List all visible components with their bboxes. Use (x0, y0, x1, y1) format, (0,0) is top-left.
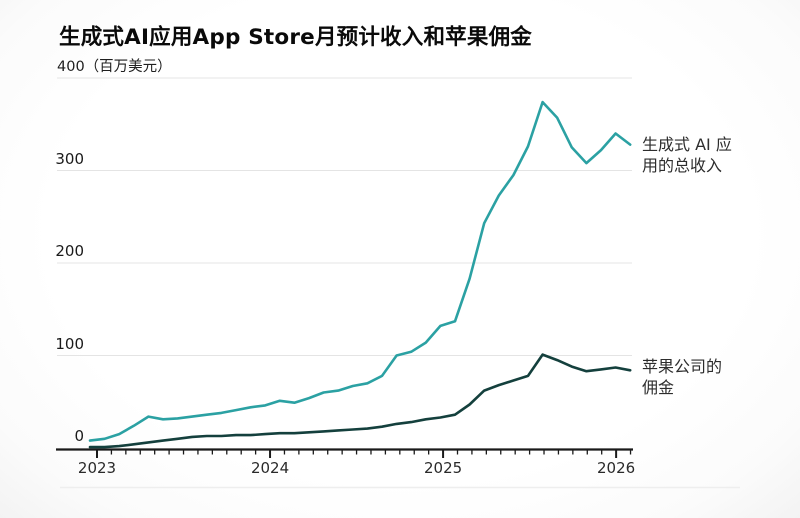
series-label-apple-commission-line2: 佣金 (642, 378, 675, 398)
y-tick-label-100: 100 (55, 334, 84, 353)
y-tick-label-200: 200 (55, 242, 84, 260)
x-tick-label-2025: 2025 (423, 459, 463, 477)
x-tick-label-2026: 2026 (597, 459, 636, 477)
y-axis-top-label-and-unit: 400（百万美元） (57, 59, 172, 75)
series-line-total-revenue (88, 100, 632, 442)
chart-title: 生成式AI应用App Store月预计收入和苹果佣金 (59, 25, 532, 50)
y-tick-label-300: 300 (55, 149, 84, 168)
y-tick-label-0: 0 (74, 427, 84, 445)
series-line-apple-commission (88, 353, 632, 449)
series-label-total-revenue-line1: 生成式 AI 应 (642, 135, 732, 154)
series-label-total-revenue: 生成式 AI 应 用的总收入 (642, 134, 752, 176)
series-label-total-revenue-line2: 用的总收入 (642, 156, 723, 176)
x-tick-label-2023: 2023 (77, 459, 117, 477)
series-label-apple-commission-line1: 苹果公司的 (642, 357, 723, 376)
series-label-apple-commission: 苹果公司的 佣金 (642, 356, 752, 398)
x-tick-label-2024: 2024 (250, 459, 290, 477)
